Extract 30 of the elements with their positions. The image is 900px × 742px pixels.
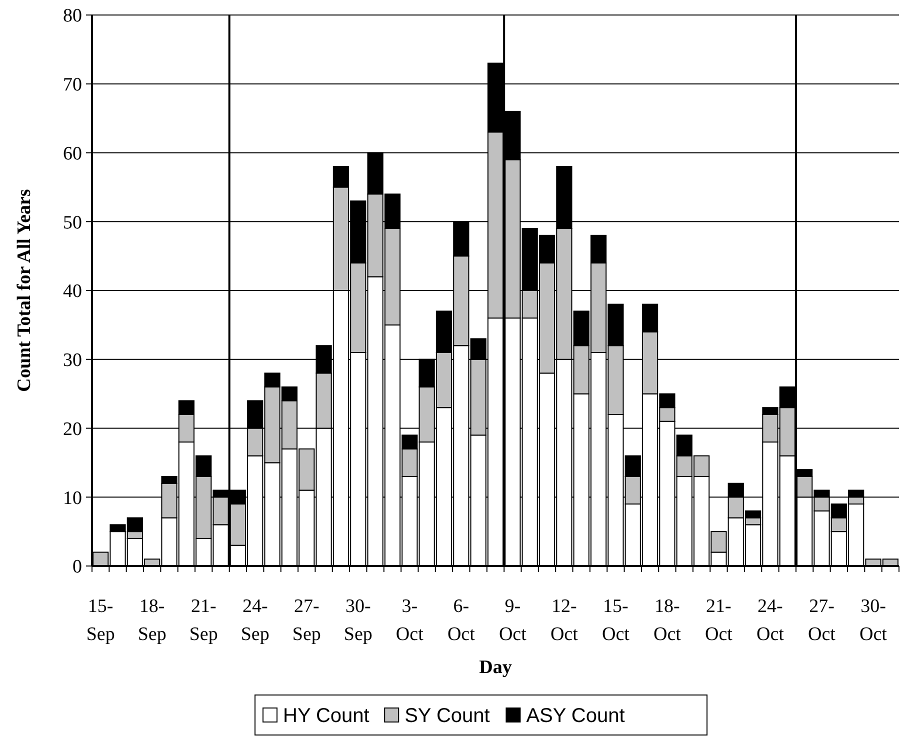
y-tick-label: 20 [63,418,82,440]
x-tick-label: 6-Oct [447,596,476,645]
y-axis-title: Count Total for All Years [14,189,35,392]
y-tick-label: 50 [63,212,82,234]
legend-label: HY Count [283,705,370,727]
x-tick-label: 15-Oct [602,596,630,645]
x-tick-label: 30-Sep [344,596,372,645]
x-tick-label: 12-Oct [550,596,579,645]
x-tick-label: 21-Oct [704,596,734,645]
y-tick-label: 80 [63,6,82,27]
x-tick-label: 30-Oct [860,596,888,645]
x-tick-label: 27-Sep [292,596,321,645]
x-tick-label: 27-Oct [808,596,836,645]
y-tick-label: 30 [63,350,82,372]
legend-label: ASY Count [526,705,626,727]
y-tick-label: 10 [63,488,82,509]
y-tick-label: 70 [63,74,82,96]
x-tick-label: 18-Oct [653,596,682,645]
legend-label: SY Count [404,705,490,727]
x-axis-title: Day [479,657,512,678]
y-tick-label: 0 [72,556,82,578]
x-tick-label: 9-Oct [498,596,528,645]
x-tick-label: 15-Sep [86,596,115,645]
x-tick-label: 21-Sep [189,596,218,645]
x-tick-label: 18-Sep [138,596,166,645]
x-tick-label: 24-Oct [756,596,785,645]
y-tick-label: 60 [63,143,82,164]
x-tick-label: 24-Sep [240,596,270,645]
y-tick-label: 40 [63,281,82,302]
x-tick-label: 3-Oct [396,596,424,645]
